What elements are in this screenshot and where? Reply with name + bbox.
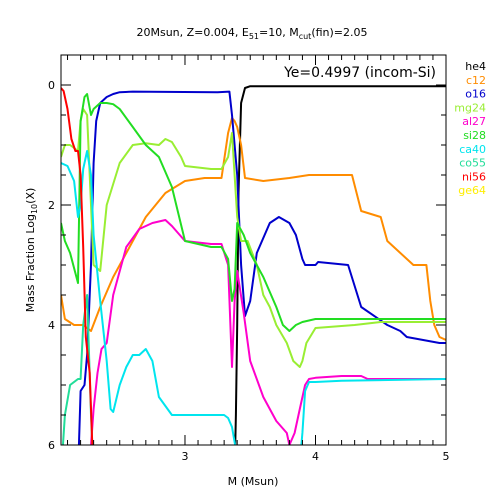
x-axis-label: M (Msun) <box>228 475 279 488</box>
chart-title-sub1: 51 <box>249 32 259 41</box>
series-line-ni56 <box>61 87 94 445</box>
series-line-c12 <box>61 117 446 341</box>
legend-entry-mg24: mg24 <box>454 101 486 114</box>
y-axis-label-sub: 10 <box>30 204 39 214</box>
chart-title-main: 20Msun, Z=0.004, E <box>136 26 248 39</box>
legend-entry-c12: c12 <box>466 74 486 87</box>
legend-entry-ca40: ca40 <box>459 143 486 156</box>
y-axis-label: Mass Fraction Log10(X) <box>24 188 39 313</box>
chart-annotation: Ye=0.4997 (incom-Si) <box>283 65 436 81</box>
legend-entry-si28: si28 <box>463 129 486 142</box>
chart-title: 20Msun, Z=0.004, E51=10, Mcut(fin)=2.05 <box>136 26 367 41</box>
y-tick-label: 6 <box>48 439 55 452</box>
y-axis-label-end: (X) <box>24 188 37 204</box>
y-tick-label: 4 <box>48 319 55 332</box>
legend-entry-o16: o16 <box>465 88 486 101</box>
legend-entry-al27: al27 <box>462 115 486 128</box>
plot-frame <box>60 54 447 446</box>
legend-entry-ni56: ni56 <box>462 170 486 183</box>
series-line-ca40 <box>61 150 446 445</box>
y-axis-label-main: Mass Fraction Log <box>24 214 37 312</box>
ticks-layer: 3 4 5 0 2 4 6 <box>48 54 450 463</box>
x-tick-label: 3 <box>181 450 188 463</box>
legend-entry-co55: co55 <box>459 157 486 170</box>
series-line-mg24 <box>61 108 446 368</box>
x-tick-label: 5 <box>443 450 450 463</box>
series-line-si28 <box>61 93 446 332</box>
series-line-al27 <box>89 219 446 445</box>
chart-title-sub2: cut <box>299 32 312 41</box>
chart-title-end: (fin)=2.05 <box>311 26 367 39</box>
chart-title-mid: =10, M <box>259 26 299 39</box>
series-layer <box>61 85 446 445</box>
legend-entry-he4: he4 <box>465 60 486 73</box>
y-tick-label: 2 <box>48 199 55 212</box>
series-line-o16 <box>77 90 446 445</box>
y-tick-label: 0 <box>48 79 55 92</box>
x-tick-label: 4 <box>312 450 319 463</box>
legend-entry-ge64: ge64 <box>458 184 486 197</box>
